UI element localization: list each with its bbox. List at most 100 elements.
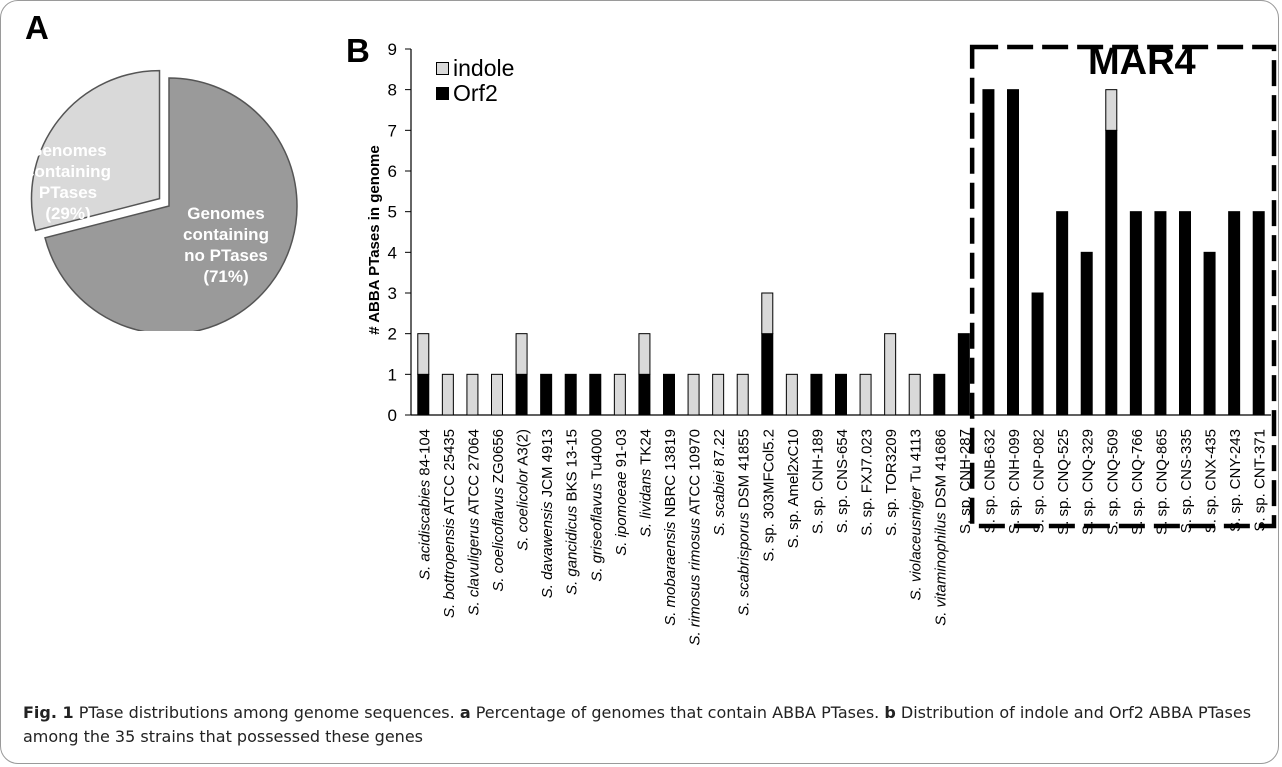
figure-caption: Fig. 1 PTase distributions among genome … xyxy=(23,701,1253,749)
bar-indole xyxy=(1105,89,1118,131)
bar-indole xyxy=(712,373,725,416)
bar-orf2 xyxy=(982,89,995,416)
y-tick-label: 9 xyxy=(388,40,397,59)
x-tick-label: S. sp. 303MFCol5.2 xyxy=(760,429,777,562)
bar-orf2 xyxy=(663,373,675,416)
pie-chart: Genomes containing PTases (29%) Genomes conta… xyxy=(25,69,298,331)
bar-indole xyxy=(515,333,528,375)
bar-indole xyxy=(736,373,749,416)
bar-orf2 xyxy=(933,373,946,416)
bar-orf2 xyxy=(957,333,970,416)
x-tick-label: S. acidiscabies 84-104 xyxy=(416,429,433,580)
bar-orf2 xyxy=(1203,251,1216,416)
y-tick-label: 0 xyxy=(388,406,397,425)
pie-label-line: containing xyxy=(25,162,111,181)
x-tick-label: S. sp. CNP-082 xyxy=(1031,429,1048,533)
bar-indole xyxy=(884,333,897,416)
x-tick-label: S. sp. CNS-335 xyxy=(1178,429,1195,533)
x-tick-label: S. rimosus rimosus ATCC 10970 xyxy=(687,429,704,645)
x-tick-label: S. sp. CNQ-509 xyxy=(1104,429,1121,535)
x-tick-label: S. sp. CNX-435 xyxy=(1203,429,1220,533)
x-tick-label: S. mobaraensis NBRC 13819 xyxy=(662,429,679,626)
pie-label-line: PTases xyxy=(39,183,97,202)
bar-indole xyxy=(441,373,454,416)
bar-orf2 xyxy=(1105,129,1118,416)
caption-b-text: Distribution of indole and Orf2 ABBA PTa… xyxy=(23,703,1252,746)
bar-indole xyxy=(613,373,626,416)
y-tick-label: 6 xyxy=(388,162,397,181)
pie-label-line: no PTases xyxy=(184,246,268,265)
x-tick-label: S. sp. TOR3209 xyxy=(883,429,900,536)
x-tick-label: S. sp. CNS-654 xyxy=(834,429,851,533)
x-tick-label: S. vitaminophilus DSM 41686 xyxy=(932,429,949,626)
y-tick-label: 4 xyxy=(388,243,397,262)
legend-indole-swatch xyxy=(436,62,449,75)
bar-orf2 xyxy=(1228,211,1241,416)
x-tick-label: S. gancidicus BKS 13-15 xyxy=(564,429,581,595)
bar-orf2 xyxy=(564,373,577,416)
y-axis-label: # ABBA PTases in genome xyxy=(366,145,383,335)
panel-b-label: B xyxy=(346,32,370,69)
y-tick-label: 2 xyxy=(388,325,397,344)
bar-orf2 xyxy=(1154,211,1167,416)
x-tick-label: S. clavuligerus ATCC 27064 xyxy=(465,429,482,616)
bar-orf2 xyxy=(589,373,602,416)
panel-a-label: A xyxy=(25,9,49,46)
x-tick-label: S. scabrisporus DSM 41855 xyxy=(736,429,753,616)
pie-label-line: containing xyxy=(183,225,269,244)
bar-orf2 xyxy=(1179,211,1191,416)
y-tick-label: 7 xyxy=(388,121,397,140)
x-tick-label: S. violaceusniger Tu 4113 xyxy=(908,429,925,601)
bar-orf2 xyxy=(1080,251,1093,416)
bar-orf2 xyxy=(835,373,847,416)
bar-chart: 0 1 2 3 4 5 6 7 8 9 # ABBA PTases in genome S. acid… xyxy=(366,40,1277,645)
pie-label-line: (29%) xyxy=(45,204,90,223)
x-tick-label: S. sp. CNQ-525 xyxy=(1055,429,1072,535)
bar-orf2 xyxy=(810,373,823,416)
y-tick-label: 5 xyxy=(388,203,397,222)
x-tick-label: S. bottropensis ATCC 25435 xyxy=(441,429,458,618)
x-tick-label: S. coelicoflavus ZG0656 xyxy=(490,429,507,592)
x-tick-label: S. sp. CNY-243 xyxy=(1227,429,1244,532)
x-tick-label: S. sp. CNQ-766 xyxy=(1129,429,1146,535)
bar-indole xyxy=(466,373,479,416)
bar-indole xyxy=(785,373,798,416)
bar-orf2 xyxy=(417,373,430,416)
legend-orf2: Orf2 xyxy=(436,82,498,105)
x-tick-label: S. sp. CNB-632 xyxy=(981,429,998,533)
x-tick-label: S. coelicolor A3(2) xyxy=(515,429,532,551)
x-tick-label: S. sp. Amel2xC10 xyxy=(785,429,802,548)
x-tick-label: S. sp. CNH-287 xyxy=(957,429,974,534)
group-label-mar4: MAR4 xyxy=(1088,41,1196,83)
pie-label-line: (71%) xyxy=(203,267,248,286)
x-tick-label: S. ipomoeae 91-03 xyxy=(613,429,630,556)
bar-indole xyxy=(417,333,430,375)
legend-orf2-label: Orf2 xyxy=(453,80,498,106)
bar-orf2 xyxy=(540,373,553,416)
x-tick-label: S. sp. FXJ7.023 xyxy=(859,429,876,536)
bar-orf2 xyxy=(761,333,774,416)
legend-indole-label: indole xyxy=(453,55,515,81)
y-tick-label: 1 xyxy=(388,365,397,384)
caption-fig-number: Fig. 1 xyxy=(23,703,74,722)
x-tick-label: S. sp. CNT-371 xyxy=(1252,429,1269,532)
x-tick-label: S. davawensis JCM 4913 xyxy=(539,429,556,598)
bar-indole xyxy=(761,292,774,335)
x-tick-label: S. lividans TK24 xyxy=(637,429,654,537)
legend-indole: indole xyxy=(436,57,514,80)
mar4-group-box xyxy=(969,44,1277,529)
bar-orf2 xyxy=(515,373,528,416)
bar-orf2 xyxy=(1007,89,1019,416)
caption-a-letter: a xyxy=(459,703,471,722)
pie-slice-0 xyxy=(30,69,161,232)
bar-indole xyxy=(859,373,872,416)
pie-slice-label-0: Genomes containing PTases (29%) xyxy=(25,141,111,223)
x-tick-label: S. sp. CNH-099 xyxy=(1006,429,1023,534)
bar-indole xyxy=(687,373,700,416)
x-tick-label: S. sp. CNH-189 xyxy=(809,429,826,534)
bar-indole xyxy=(491,373,503,416)
y-tick-label: 3 xyxy=(388,284,397,303)
bar-indole xyxy=(638,333,651,375)
caption-title: PTase distributions among genome sequenc… xyxy=(78,703,455,722)
y-tick-label: 8 xyxy=(388,81,397,100)
